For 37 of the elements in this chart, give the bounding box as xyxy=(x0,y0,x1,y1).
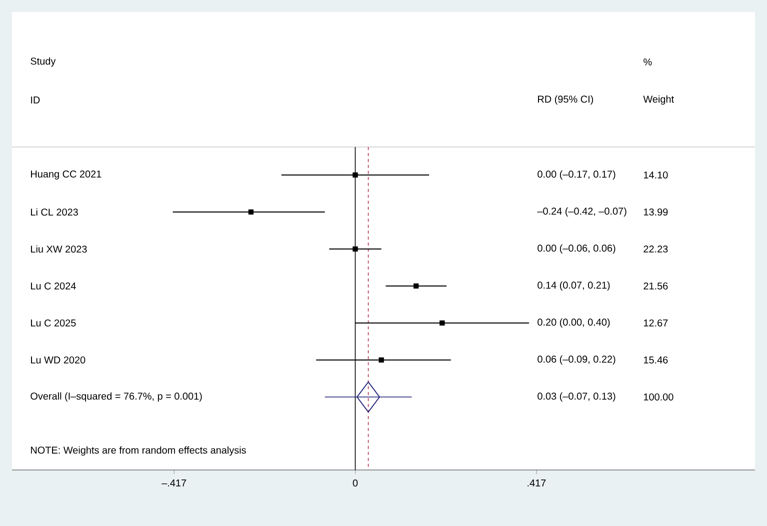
annotation: –0.24 (–0.42, –0.07) xyxy=(537,207,626,217)
annotation: 0.14 (0.07, 0.21) xyxy=(538,281,610,291)
text: Study xyxy=(30,57,56,67)
annotation: 13.99 xyxy=(644,208,668,216)
annotation: 21.56 xyxy=(644,282,668,290)
annotation: 14.10 xyxy=(644,171,668,179)
point xyxy=(352,172,358,178)
point xyxy=(413,283,419,289)
text: RD (95% CI) xyxy=(538,95,594,105)
y-tick-label: Overall (I–squared = 76.7%, p = 0.001) xyxy=(30,392,202,402)
annotation: 100.00 xyxy=(644,393,674,401)
text: NOTE: Weights are from random effects analysis xyxy=(31,446,246,456)
annotation: 0.00 (–0.06, 0.06) xyxy=(538,244,616,254)
point xyxy=(378,357,384,363)
y-tick-label: Liu XW 2023 xyxy=(31,245,87,253)
annotation: 0.00 (–0.17, 0.17) xyxy=(538,170,616,180)
annotation: 0.20 (0.00, 0.40) xyxy=(538,318,610,328)
text: Weight xyxy=(643,95,674,105)
annotation: 22.23 xyxy=(644,245,668,253)
text: % xyxy=(644,58,652,66)
annotation: 12.67 xyxy=(644,319,668,327)
point xyxy=(356,381,380,412)
y-tick-label: Huang CC 2021 xyxy=(31,170,102,180)
annotation: 0.03 (–0.07, 0.13) xyxy=(538,392,616,402)
x-tick-label: –.417 xyxy=(162,480,186,486)
annotation: 15.46 xyxy=(644,356,668,364)
y-tick-label: Lu C 2024 xyxy=(31,282,76,290)
text: ID xyxy=(31,96,40,104)
annotation: 0.06 (–0.09, 0.22) xyxy=(538,355,616,365)
y-tick-label: Lu C 2025 xyxy=(31,319,76,327)
x-tick-label: 0 xyxy=(352,480,358,487)
x-tick-label: .417 xyxy=(528,480,546,486)
point xyxy=(352,246,358,252)
y-tick-label: Li CL 2023 xyxy=(31,208,78,216)
point xyxy=(440,320,445,326)
point xyxy=(248,209,254,215)
y-tick-label: Lu WD 2020 xyxy=(31,356,86,364)
